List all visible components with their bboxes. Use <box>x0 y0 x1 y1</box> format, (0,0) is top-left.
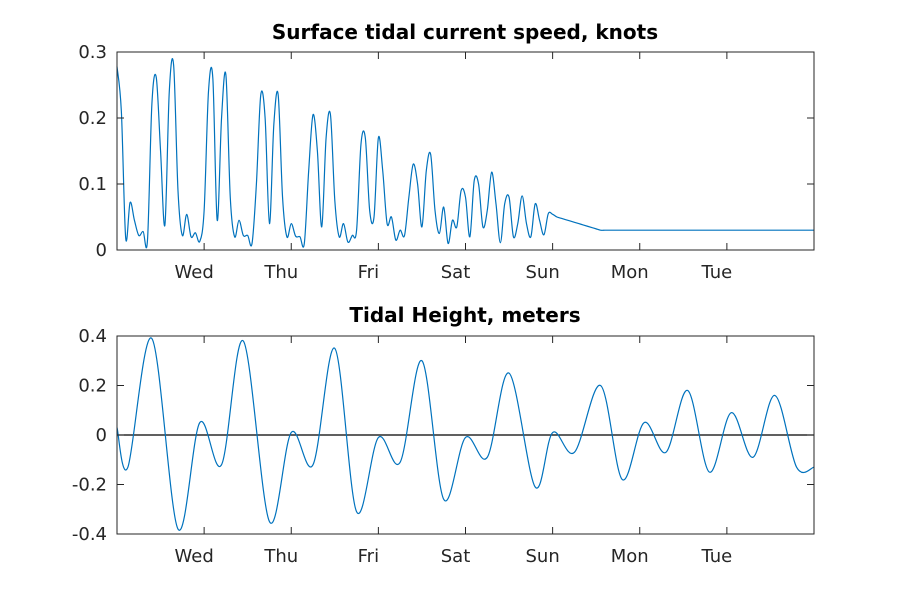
y-tick-label: -0.2 <box>72 475 107 496</box>
y-tick-label: 0 <box>96 425 107 446</box>
y-tick-label: 0.4 <box>78 326 107 347</box>
chart-title: Surface tidal current speed, knots <box>272 20 658 44</box>
x-tick-label: Wed <box>175 546 214 567</box>
x-tick-label: Fri <box>358 262 379 283</box>
y-tick-label: 0.3 <box>78 42 107 63</box>
y-tick-label: -0.4 <box>72 524 107 545</box>
x-tick-label: Thu <box>263 262 298 283</box>
series-line <box>116 337 815 531</box>
chart-title: Tidal Height, meters <box>349 303 580 327</box>
plot-frame <box>116 51 815 251</box>
x-tick-label: Tue <box>701 546 733 567</box>
tidal-height-chart: Tidal Height, meters -0.4 -0.2 0 0.2 0.4 Wed T… <box>72 303 815 567</box>
x-tick-label: Mon <box>611 546 649 567</box>
series-line <box>116 58 814 249</box>
y-tick-label: 0.1 <box>78 174 107 195</box>
x-tick-label: Sat <box>441 546 471 567</box>
y-tick-label: 0.2 <box>78 108 107 129</box>
x-tick-label: Thu <box>263 546 298 567</box>
x-tick-label: Tue <box>701 262 733 283</box>
x-tick-label: Sat <box>441 262 471 283</box>
plot-frame <box>116 335 815 535</box>
x-tick-label: Sun <box>526 546 560 567</box>
current-speed-chart: Surface tidal current speed, knots 0 0.1 0… <box>78 20 815 283</box>
x-tick-label: Wed <box>175 262 214 283</box>
y-tick-label: 0 <box>96 240 107 261</box>
x-tick-label: Mon <box>611 262 649 283</box>
y-tick-label: 0.2 <box>78 376 107 397</box>
x-tick-label: Fri <box>358 546 379 567</box>
x-tick-label: Sun <box>526 262 560 283</box>
